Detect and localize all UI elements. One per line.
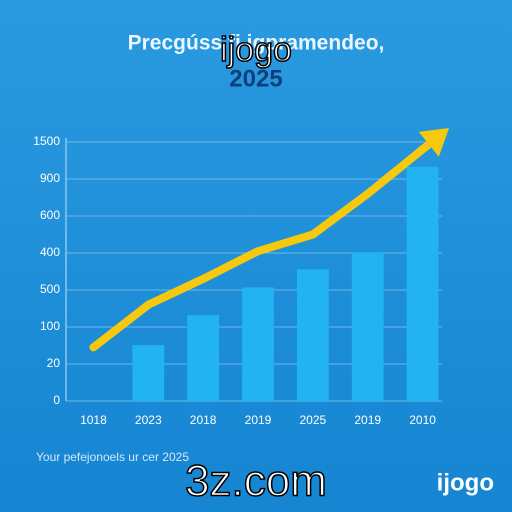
y-tick-label: 1500 [33,134,60,148]
x-tick-label: 2018 [190,413,217,427]
y-tick-label: 0 [53,393,60,407]
bar [296,269,329,401]
x-tick-label: 2019 [354,413,381,427]
x-tick-label: 1018 [80,413,107,427]
x-tick-label: 2025 [300,413,327,427]
chart-title: Precgúss fi igpramendeo, [128,32,385,55]
bar [242,287,274,401]
overlay-text: 3z.com [185,457,327,506]
chart-subtitle: 2025 [229,65,282,92]
footer: Your pefejonoels ur cer 2025 [36,450,189,464]
plot: 0 20 100 500 400 600 900 1500 1018 2023 2018 2019 20… [33,128,449,427]
y-tick-label: 900 [40,171,60,185]
arrow-shaft [420,141,432,153]
x-tick-label: 2019 [245,413,272,427]
bar [406,166,439,401]
x-tick-label: 2010 [409,413,436,427]
bar [187,315,220,401]
bar [351,252,384,401]
x-tick-label: 2023 [135,413,162,427]
watermark: ijogo [220,31,292,69]
arrow-head [418,128,449,157]
y-tick-label: 400 [40,245,60,259]
trend-line [89,145,427,352]
y-tick-label: 600 [40,208,60,222]
y-tick-label: 20 [47,356,61,370]
y-tick-label: 100 [40,319,60,333]
y-tick-label: 500 [40,282,60,296]
logo: ijogo [437,469,494,496]
bar [132,345,165,401]
